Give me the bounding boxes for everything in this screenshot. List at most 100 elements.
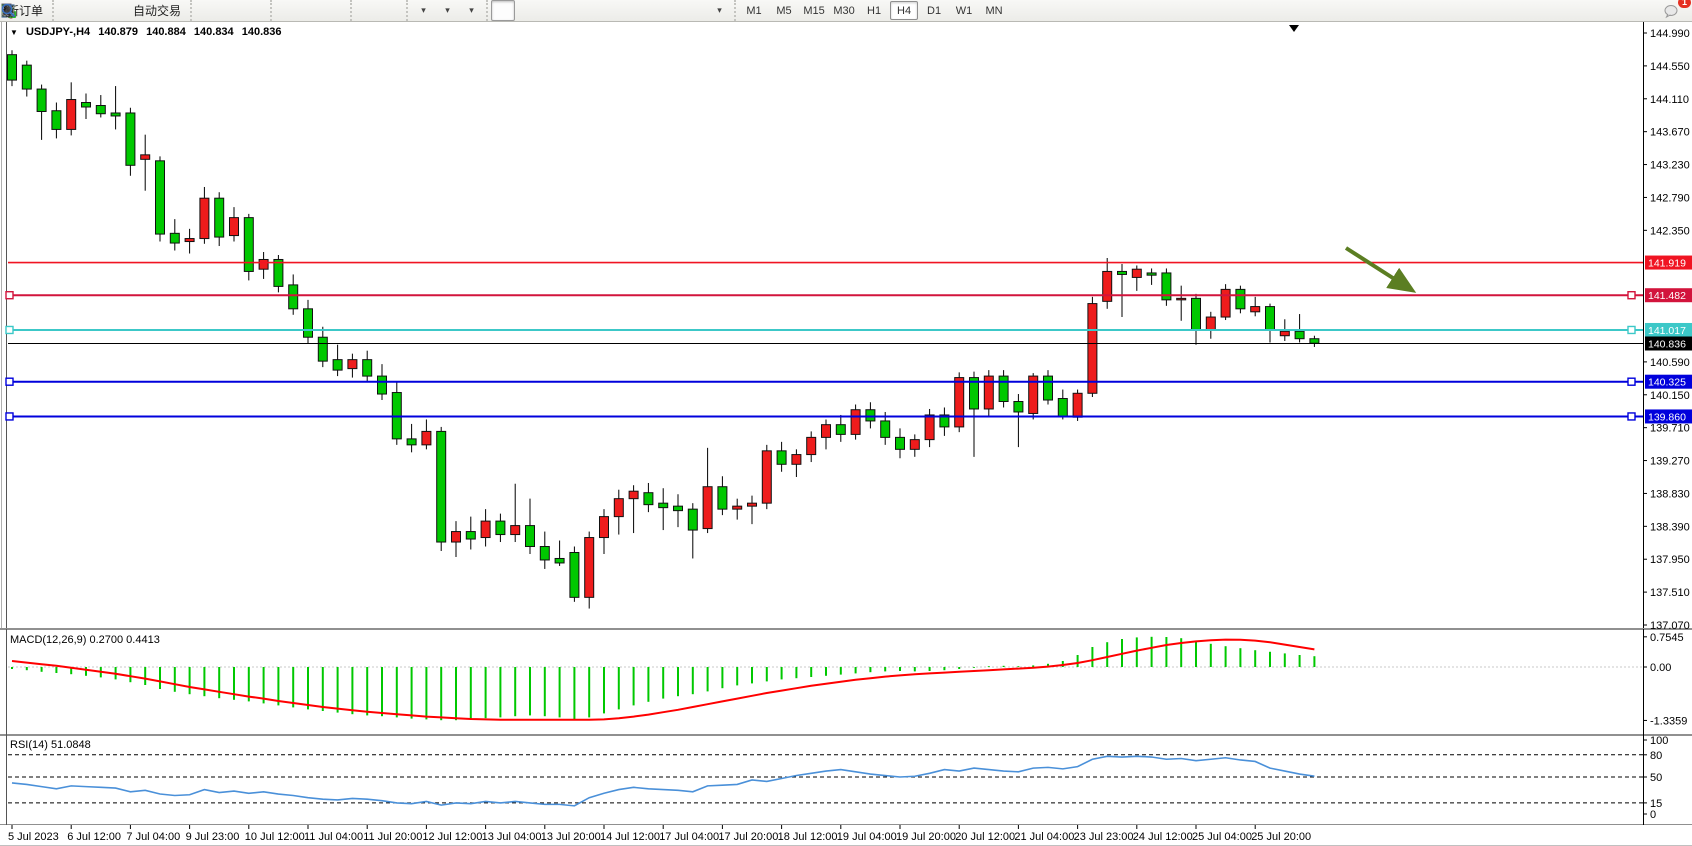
hline-handle xyxy=(1627,377,1636,386)
timeframe-W1[interactable]: W1 xyxy=(955,4,973,17)
timeframe-M30[interactable]: M30 xyxy=(833,4,855,17)
data-window-button[interactable] xyxy=(2,0,379,21)
auto-trading-label: 自动交易 xyxy=(133,4,182,18)
time-axis-label: 25 Jul 20:00 xyxy=(1251,831,1311,843)
trendline-tool-button[interactable] xyxy=(2,0,611,21)
ohlc-close: 140.836 xyxy=(241,26,282,38)
templates-button[interactable]: ▾ xyxy=(1,0,483,21)
toolbar-right: 1 xyxy=(1,0,1692,21)
ohlc-low: 140.834 xyxy=(193,26,234,38)
macd-axis-tick: 0.7545 xyxy=(1650,632,1684,644)
timeframe-M5[interactable]: M5 xyxy=(776,4,792,17)
price-tick: 137.950 xyxy=(1650,554,1690,566)
rsi-panel-canvas[interactable]: 100 80 50 150 xyxy=(0,735,1692,825)
toolbar-group-insert: ▾ ▾ ▾ xyxy=(1,0,486,21)
text-label-tool-button[interactable]: T xyxy=(2,0,707,21)
rsi-axis-tick: 15 xyxy=(1650,798,1662,810)
toolbar-group-windows xyxy=(2,0,406,21)
hline-price-label: 141.482 xyxy=(1648,290,1686,302)
crosshair-tool-button[interactable] xyxy=(2,0,539,21)
toolbar-group-chartmode xyxy=(1,0,270,21)
market-watch-button[interactable] xyxy=(1,0,105,21)
hline-handle xyxy=(5,325,14,335)
line-chart-mode-button[interactable] xyxy=(1,0,267,21)
hline-price-label: 140.836 xyxy=(1648,338,1686,350)
hline-price-label: 140.325 xyxy=(1648,377,1686,389)
price-tick: 139.270 xyxy=(1650,456,1690,468)
toolbar: 新订单 xyxy=(0,0,1692,22)
time-axis-label: 17 Jul 04:00 xyxy=(659,831,719,843)
time-axis-label: 17 Jul 20:00 xyxy=(718,831,778,843)
text-tool-button[interactable]: A xyxy=(4,0,683,21)
rsi-indicator-label: RSI(14) 51.0848 xyxy=(10,739,91,751)
auto-trading-button[interactable]: 自动交易 xyxy=(1,0,187,21)
time-axis-label: 10 Jul 12:00 xyxy=(245,831,305,843)
equidistant-channel-tool-button[interactable]: E xyxy=(1,0,635,21)
time-axis-label: 11 Jul 04:00 xyxy=(304,831,363,843)
cursor-tool-button[interactable] xyxy=(4,0,516,21)
hline-handle xyxy=(5,291,14,300)
time-axis-label: 11 Jul 20:00 xyxy=(363,831,422,843)
text-icon: A xyxy=(4,4,12,18)
price-tick: 137.070 xyxy=(1650,620,1690,629)
price-tick: 138.830 xyxy=(1650,488,1690,500)
fibonacci-tool-button[interactable]: F xyxy=(2,0,659,21)
price-tick: 144.110 xyxy=(1650,94,1689,106)
zoom-out-button[interactable] xyxy=(1,0,323,21)
chart-dropdown-icon[interactable]: ▼ xyxy=(10,28,18,37)
macd-panel-canvas[interactable]: 0.7545 0.00 -1.3359 xyxy=(0,629,1692,735)
tile-windows-button[interactable] xyxy=(1,0,347,21)
price-tick: 144.990 xyxy=(1650,28,1690,40)
vertical-line-tool-button[interactable] xyxy=(7,0,563,21)
horizontal-line-tool-button[interactable] xyxy=(2,0,587,21)
macd-axis-tick: -1.3359 xyxy=(1650,715,1687,727)
hline-price-label: 141.919 xyxy=(1648,258,1686,270)
alerts-button[interactable] xyxy=(2,0,81,21)
toolbar-group-objects: E F A T xyxy=(1,0,734,21)
time-axis-label: 18 Jul 12:00 xyxy=(778,831,838,843)
time-axis[interactable]: 5 Jul 2023 6 Jul 12:00 7 Jul 04:00 9 Jul 23… xyxy=(0,825,1692,846)
macd-axis-tick: 0.00 xyxy=(1650,662,1671,674)
timeframe-MN[interactable]: MN xyxy=(985,4,1003,17)
signals-button[interactable] xyxy=(1,0,129,21)
svg-text:T: T xyxy=(6,6,12,16)
timeframe-H1[interactable]: H1 xyxy=(867,4,882,17)
timeframe-M15[interactable]: M15 xyxy=(803,4,825,17)
time-axis-label: 19 Jul 20:00 xyxy=(896,831,956,843)
svg-text:A: A xyxy=(4,4,12,18)
timeframe-D1[interactable]: D1 xyxy=(927,4,942,17)
price-tick: 139.710 xyxy=(1650,423,1690,435)
timeframe-M1[interactable]: M1 xyxy=(746,4,762,17)
time-axis-label: 20 Jul 12:00 xyxy=(955,831,1015,843)
time-axis-label: 12 Jul 12:00 xyxy=(422,831,482,843)
add-indicator-button[interactable]: ▾ xyxy=(1,0,435,21)
time-axis-label: 25 Jul 04:00 xyxy=(1192,831,1252,843)
notifications-button[interactable]: 1 xyxy=(1662,0,1691,21)
time-axis-label: 14 Jul 12:00 xyxy=(600,831,660,843)
candlestick-mode-button[interactable] xyxy=(1,0,243,21)
price-tick: 142.350 xyxy=(1650,225,1690,237)
zoom-in-button[interactable] xyxy=(1,0,299,21)
time-axis-label: 7 Jul 04:00 xyxy=(126,831,180,843)
timeframe-H4[interactable]: H4 xyxy=(890,1,919,20)
hline-handle xyxy=(1627,325,1636,335)
chart-window: ▼ USDJPY-,H4 140.879 140.884 140.834 140… xyxy=(0,22,1692,846)
periods-button[interactable]: ▾ xyxy=(1,0,459,21)
time-axis-label: 23 Jul 23:00 xyxy=(1074,831,1134,843)
main-chart-canvas[interactable]: 144.990 144.550 144.110 143.670 143.230 142.7… xyxy=(0,22,1692,629)
time-axis-label: 9 Jul 23:00 xyxy=(186,831,240,843)
new-chart-button[interactable] xyxy=(2,0,403,21)
chevron-down-icon: ▾ xyxy=(445,5,450,15)
search-icon xyxy=(1,3,16,18)
hline-price-label: 139.860 xyxy=(1648,411,1686,423)
price-tick: 143.230 xyxy=(1650,160,1690,172)
search-button[interactable] xyxy=(1,0,1654,21)
ohlc-open: 140.879 xyxy=(98,26,139,38)
time-axis-label: 13 Jul 04:00 xyxy=(482,831,542,843)
price-tick: 142.790 xyxy=(1650,192,1690,204)
time-axis-label: 13 Jul 20:00 xyxy=(541,831,601,843)
macd-signal-line xyxy=(11,638,1315,721)
price-tick: 140.150 xyxy=(1650,390,1690,402)
arrows-tool-button[interactable]: ▾ xyxy=(2,0,731,21)
bar-chart-mode-button[interactable] xyxy=(1,0,219,21)
